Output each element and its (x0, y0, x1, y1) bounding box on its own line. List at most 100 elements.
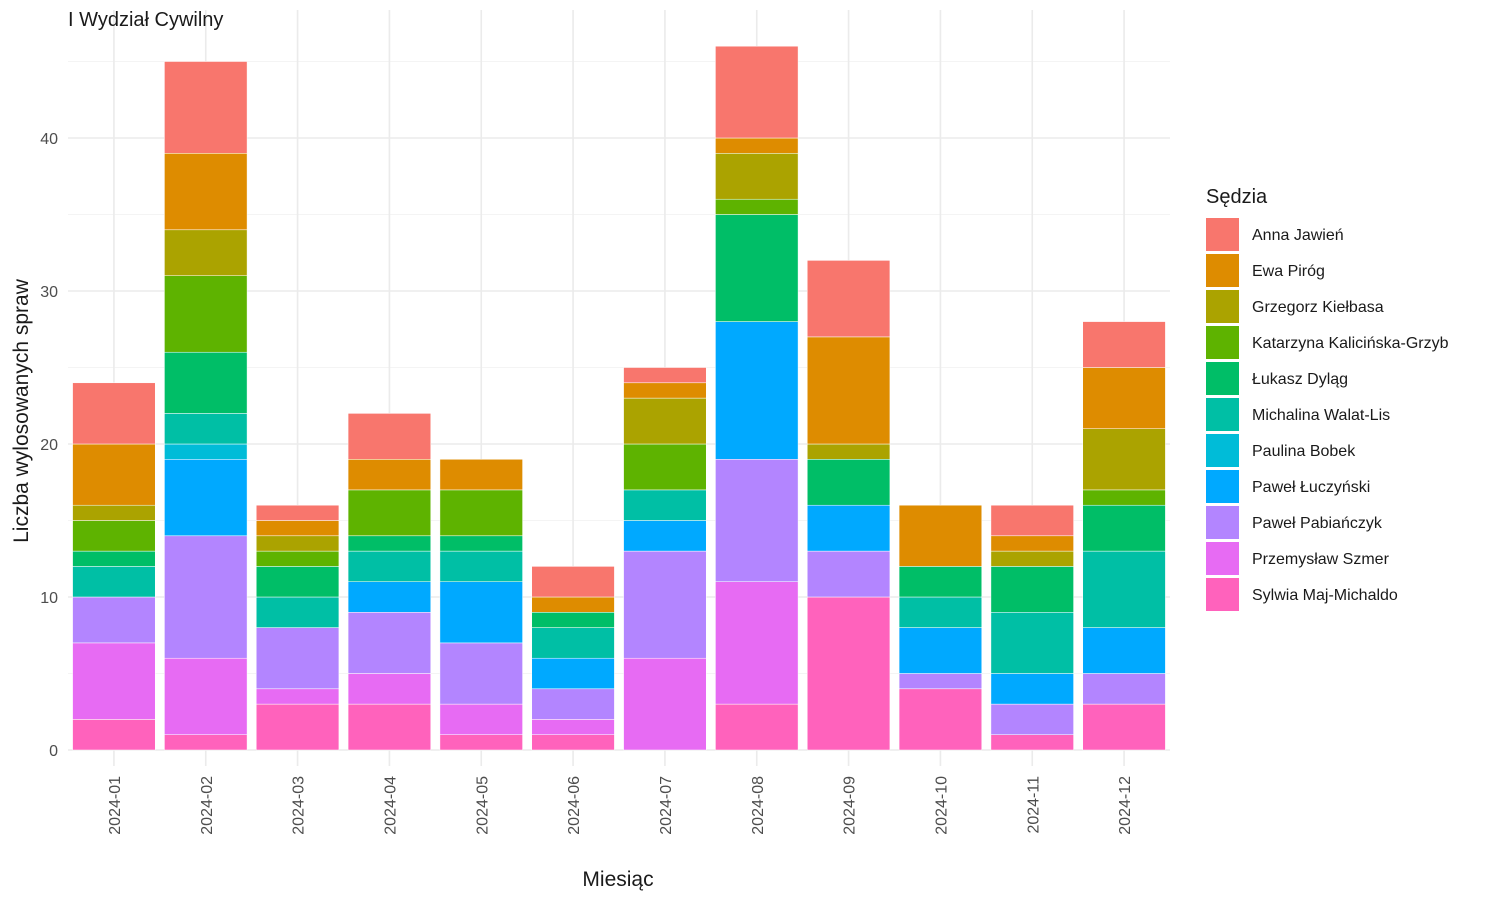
legend-swatch (1206, 434, 1239, 467)
bar-segment (439, 734, 523, 751)
bar-segment (807, 260, 891, 338)
bar-segment (439, 489, 523, 537)
bar-segment (256, 550, 340, 567)
bar-segment (164, 229, 248, 276)
bar-segment (256, 703, 340, 751)
bar-segment (72, 566, 156, 598)
chart-title: I Wydział Cywilny (68, 9, 223, 31)
bar-segment (807, 550, 891, 598)
bar-segment (531, 688, 615, 720)
bar-segment (72, 642, 156, 720)
bar-segment (623, 367, 707, 384)
bar-segment (715, 45, 799, 139)
legend-swatch (1206, 542, 1239, 575)
bar-segment (531, 734, 615, 751)
x-tick-label: 2024-02 (199, 776, 216, 835)
bar-segment (1082, 489, 1166, 506)
bar-segment (256, 596, 340, 628)
bar-segment (898, 673, 982, 690)
bar-segment (164, 734, 248, 751)
x-tick-label: 2024-04 (382, 776, 399, 835)
bar-segment (623, 382, 707, 399)
bar-segment (439, 550, 523, 582)
bar-segment (1082, 673, 1166, 705)
bar-segment (164, 61, 248, 154)
bar-segment (439, 703, 523, 735)
bar-segment (898, 688, 982, 751)
bar-segment (990, 673, 1074, 705)
bar-segment (256, 535, 340, 552)
bar-segment (72, 382, 156, 445)
bar-segment (715, 137, 799, 154)
bar-segment (164, 153, 248, 231)
x-tick-label: 2024-03 (291, 776, 308, 835)
legend-swatch (1206, 470, 1239, 503)
bar-segment (439, 642, 523, 705)
bar-segment (990, 703, 1074, 735)
legend-label: Michalina Walat-Lis (1252, 407, 1390, 424)
bar-segment (347, 703, 431, 751)
bar-segment (623, 520, 707, 552)
legend-label: Grzegorz Kiełbasa (1252, 299, 1384, 316)
legend-swatch (1206, 506, 1239, 539)
legend-swatch (1206, 326, 1239, 359)
bar-segment (990, 535, 1074, 552)
legend-swatch (1206, 218, 1239, 251)
bar-segment (347, 550, 431, 582)
bar-segment (623, 443, 707, 491)
bar-segment (72, 504, 156, 521)
bar-segment (623, 397, 707, 445)
y-tick-label: 10 (40, 590, 58, 607)
x-tick-label: 2024-06 (566, 776, 583, 835)
bar-segment (990, 550, 1074, 567)
y-tick-label: 40 (40, 131, 58, 148)
x-tick-label: 2024-09 (842, 776, 859, 835)
bar-segment (623, 489, 707, 521)
legend-label: Ewa Piróg (1252, 263, 1325, 280)
bar-segment (1082, 627, 1166, 674)
legend-label: Sylwia Maj-Michaldo (1252, 587, 1398, 604)
legend-swatch (1206, 290, 1239, 323)
bar-segment (347, 612, 431, 674)
bar-segment (164, 535, 248, 659)
bar-segment (164, 443, 248, 460)
legend-label: Paweł Pabiańczyk (1252, 515, 1383, 532)
bar-segment (807, 459, 891, 506)
bar-segment (531, 596, 615, 613)
legend-swatch (1206, 578, 1239, 611)
bar-segment (164, 459, 248, 537)
bar-segment (256, 520, 340, 537)
bar-segment (1082, 550, 1166, 628)
bar-segment (256, 627, 340, 690)
bar-segment (439, 581, 523, 644)
bar-segment (531, 627, 615, 659)
bar-segment (164, 351, 248, 414)
bar-segment (347, 413, 431, 460)
bar-segment (715, 703, 799, 751)
bar-segment (715, 153, 799, 200)
bar-segment (1082, 703, 1166, 751)
bar-segment (898, 627, 982, 674)
bar-segment (256, 566, 340, 598)
bar-segment (531, 566, 615, 598)
bar-segment (898, 566, 982, 598)
legend-label: Przemysław Szmer (1252, 551, 1390, 568)
bar-segment (347, 673, 431, 705)
bar-segment (347, 581, 431, 613)
legend-swatch (1206, 362, 1239, 395)
bar-segment (72, 596, 156, 644)
x-tick-label: 2024-07 (658, 776, 675, 835)
bar-segment (715, 214, 799, 322)
x-tick-label: 2024-10 (933, 776, 950, 835)
bar-segment (623, 657, 707, 751)
legend-swatch (1206, 398, 1239, 431)
bar-segment (164, 413, 248, 445)
bar-segment (1082, 367, 1166, 429)
bar-segment (72, 443, 156, 506)
tick-labels: 0 10 20 30 40 2024-01 2024-02 2024-03 2024-04 202… (40, 131, 1134, 835)
x-tick-label: 2024-01 (107, 776, 124, 835)
bar-segment (623, 550, 707, 659)
bar-segment (1082, 321, 1166, 368)
bar-segment (807, 336, 891, 445)
